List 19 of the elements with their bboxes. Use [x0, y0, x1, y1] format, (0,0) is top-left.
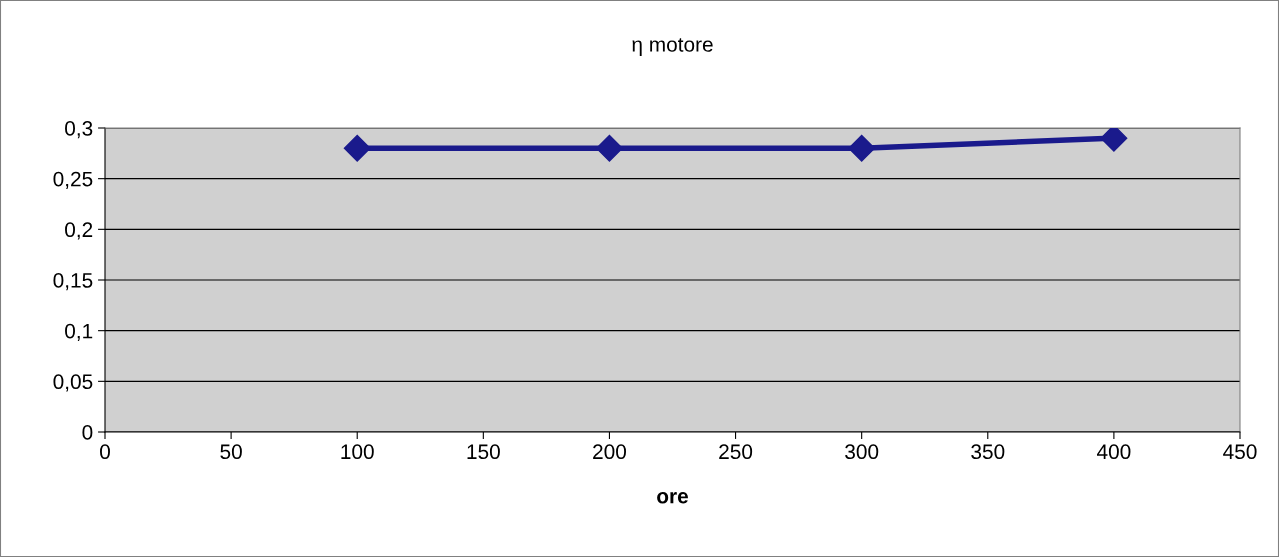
x-tick-label: 100 [341, 444, 374, 460]
x-tick-label: 300 [845, 444, 879, 460]
y-tick-label: 0,1 [65, 323, 93, 341]
chart-title: η motore [632, 38, 713, 56]
x-tick-label: 0 [100, 444, 110, 460]
y-tick-label: 0,25 [53, 171, 93, 189]
y-tick-label: 0,05 [53, 374, 93, 392]
x-tick-label: 150 [467, 444, 500, 460]
x-axis-title: ore [657, 492, 688, 504]
x-tick-label: 350 [971, 444, 1005, 460]
y-tick-label: 0,3 [65, 121, 93, 139]
x-tick-label: 400 [1096, 444, 1131, 460]
x-tick-label: 200 [593, 444, 627, 460]
y-tick-label: 0,2 [65, 222, 93, 240]
x-tick-label: 250 [719, 444, 753, 460]
y-tick-label: 0 [82, 425, 93, 440]
x-tick-label: 450 [1223, 444, 1257, 460]
y-tick-label: 0,15 [53, 273, 93, 291]
x-tick-label: 50 [220, 444, 242, 460]
